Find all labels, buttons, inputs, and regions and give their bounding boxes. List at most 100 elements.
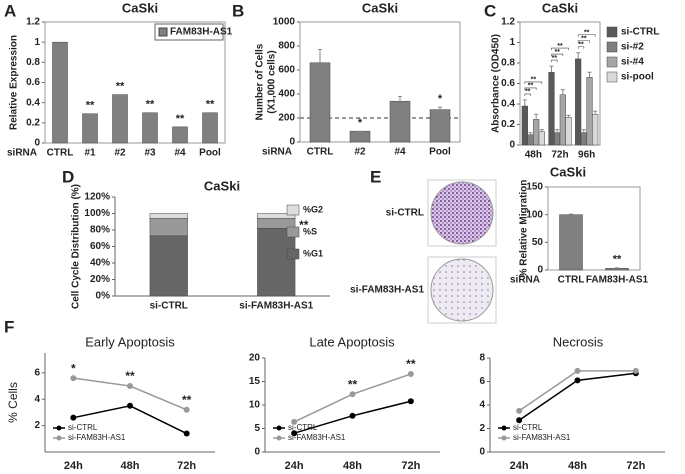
point [183,406,190,413]
y-tick-label: 0.6 [26,77,40,88]
panel-label: A [4,1,16,20]
bracket [524,81,543,84]
y-tick-label: 60% [90,241,110,252]
y-tick-label: 6 [479,376,485,387]
y-tick-label: 1 [509,37,515,48]
bar [575,58,582,146]
y-axis-label: % Relative Migration [519,180,530,278]
y-tick-label: 150 [526,182,543,193]
bar [605,268,629,271]
bar [202,112,218,144]
legend-swatch [286,248,300,260]
y-axis-label: (X1,000 cells) [267,50,278,113]
bar-segment [149,213,188,219]
y-tick-label: 0 [254,447,260,458]
y-tick-label: 1.2 [501,17,515,28]
bracket [577,34,596,37]
legend-label: si-CTRL [68,423,98,432]
point [349,391,356,398]
point [407,398,414,405]
migration-dish [430,258,494,322]
plot-frame [547,186,641,271]
x-tick-label: Pool [429,147,451,158]
legend-marker [56,425,62,431]
legend-swatch [286,204,300,216]
x-tick-label: si-FAM83H-AS1 [239,301,313,312]
point [70,375,77,382]
bracket [524,93,531,96]
chart-title: CaSki [122,0,158,15]
image-label: si-FAM83H-AS1 [350,285,424,296]
annotation: ** [613,254,622,266]
y-axis-label: Absorbance (OD450) [491,34,502,133]
legend-swatch [606,41,618,53]
bracket [551,59,558,63]
annotation: ** [206,99,215,111]
annotation: ** [146,99,155,111]
annotation: ** [584,30,590,37]
x-tick-label: #4 [394,147,406,158]
chart-title: CaSki [362,0,398,15]
panel-label: F [4,317,14,336]
bar [309,62,331,143]
chart-title: CaSki [550,164,586,179]
point [127,383,133,389]
point [632,367,639,374]
y-tick-label: 0 [34,138,40,149]
bar [559,94,566,146]
bar [172,126,188,144]
x-tick-label: #2 [354,147,366,158]
x-tick-label: 72h [177,460,196,472]
chart-title: CaSki [204,178,240,193]
x-tick-label: 24h [64,460,83,472]
y-tick-label: 0% [96,291,111,302]
y-tick-label: 400 [278,89,295,100]
legend-marker [56,435,62,441]
legend-label: si-CTRL [288,423,318,432]
legend-label: si-#4 [621,57,644,68]
y-tick-label: 1 [34,37,40,48]
image-label: si-CTRL [386,208,424,219]
bar [527,134,534,146]
y-tick-label: 0.8 [26,57,40,68]
annotation: ** [125,369,135,383]
bar [548,71,555,146]
y-tick-label: 10 [249,400,261,411]
legend-label: %S [303,226,317,236]
point [574,377,581,384]
y-tick-label: 2 [479,423,485,434]
x-tick-label: 48h [121,460,140,472]
y-tick-label: 50 [532,237,544,248]
y-tick-label: 0.2 [26,117,40,128]
chart-title: Necrosis [553,334,604,349]
x-tick-label: 72h [401,460,420,472]
annotation: ** [525,89,531,96]
panel-label: E [370,167,381,186]
x-tick-label: #1 [84,148,96,159]
annotation: ** [348,377,358,391]
y-tick-label: 600 [278,65,295,76]
y-tick-label: 80% [90,225,110,236]
y-tick-label: 0.4 [26,97,40,108]
point [291,418,298,425]
legend-swatch [158,27,168,37]
y-axis-label: Cell Cycle Distribution (%) [71,184,82,309]
bar [586,77,593,146]
annotation: ** [299,218,309,232]
annotation: * [358,117,363,129]
bracket [551,47,569,51]
annotation: ** [581,36,587,43]
x-tick-label: 48h [568,460,587,472]
bar [112,94,128,144]
bar-segment [149,235,188,297]
bracket [524,87,537,90]
bar [554,132,561,146]
y-tick-label: 0.4 [501,99,515,110]
bracket [577,40,590,43]
y-tick-label: 100 [526,209,543,220]
point [407,370,414,377]
annotation: ** [531,77,537,84]
annotation: * [438,93,443,105]
legend-label: si-CTRL [621,27,659,38]
chart-title: Early Apoptosis [85,334,175,349]
